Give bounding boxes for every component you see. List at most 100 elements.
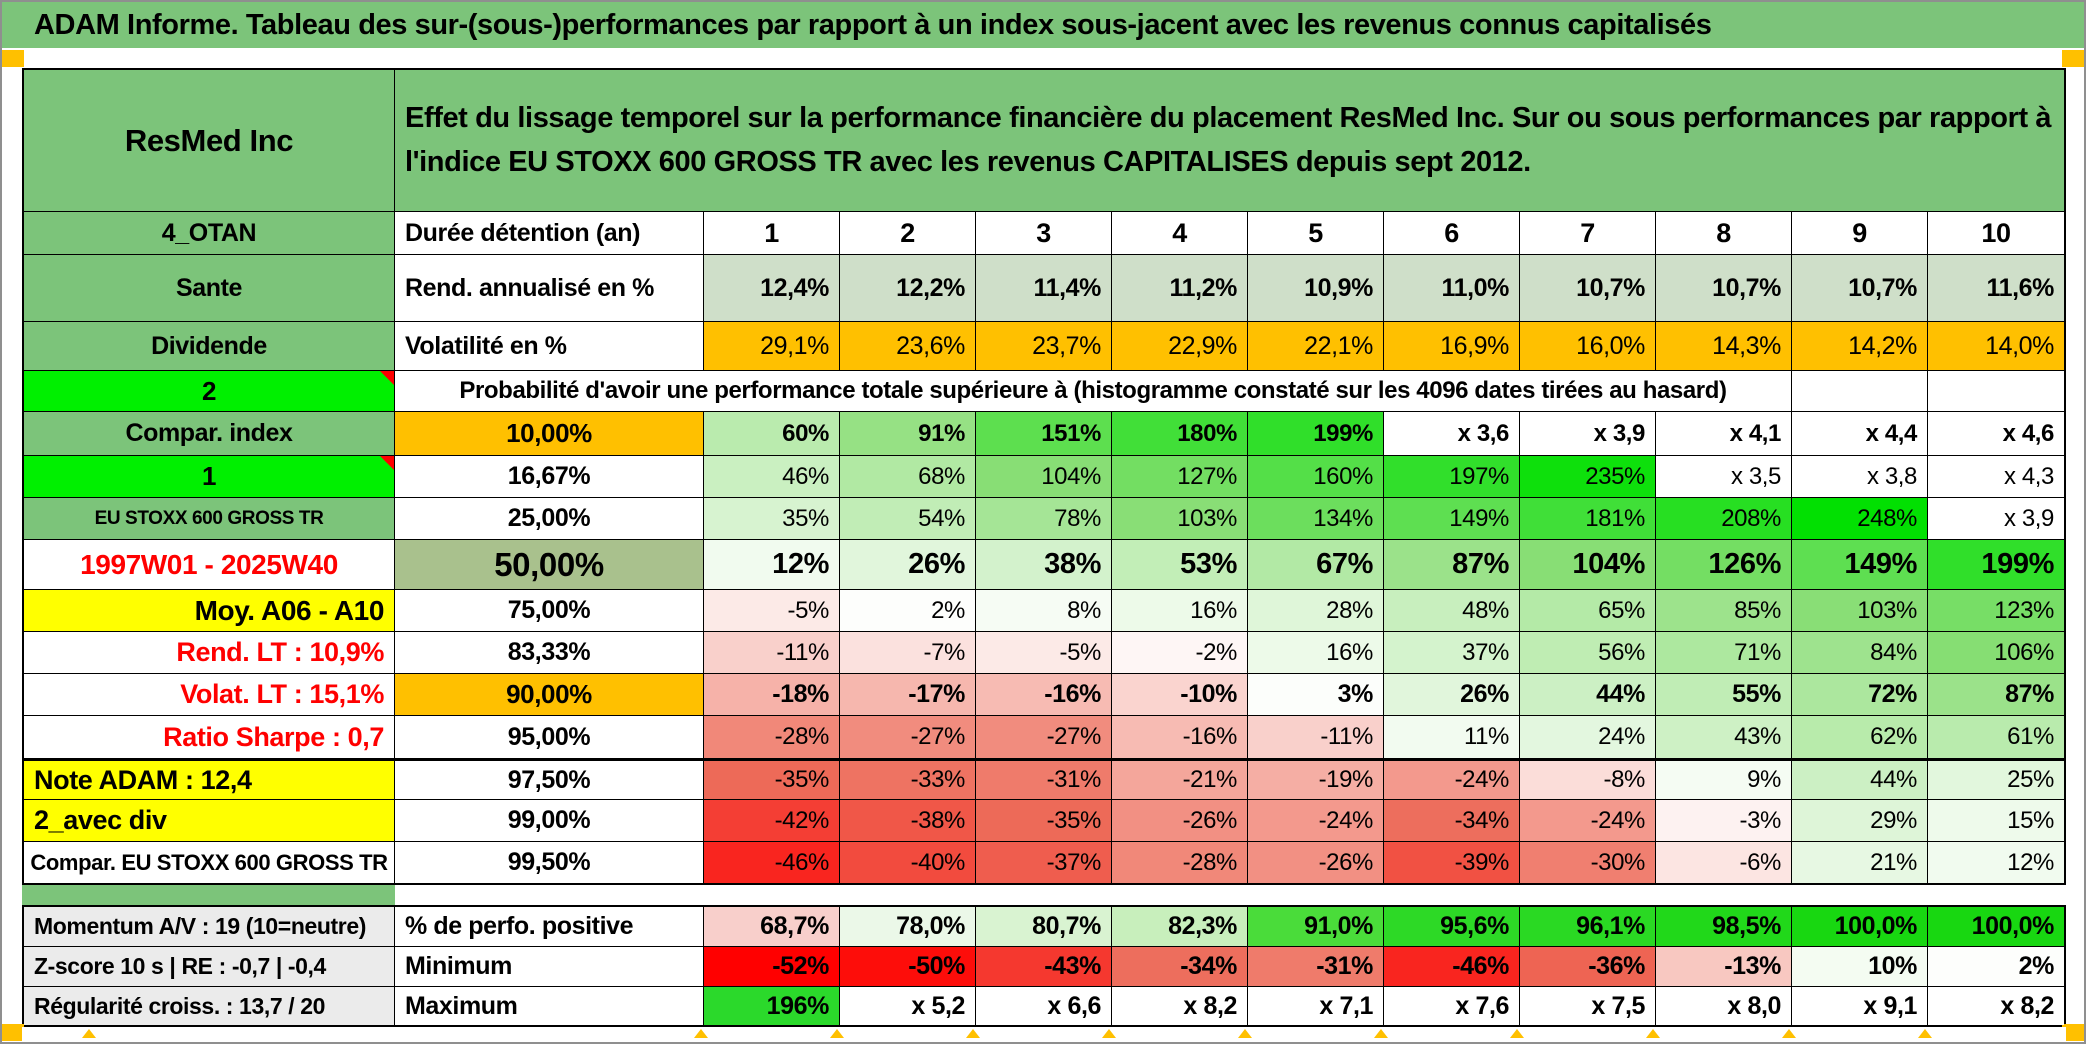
- cell[interactable]: 55%: [1656, 674, 1792, 716]
- cell[interactable]: -19%: [1248, 758, 1384, 800]
- cell[interactable]: 1997W01 - 2025W40: [24, 540, 395, 590]
- cell[interactable]: 91%: [840, 412, 976, 456]
- cell[interactable]: 8%: [976, 590, 1112, 632]
- cell[interactable]: 100,0%: [1928, 907, 2064, 947]
- cell[interactable]: x 8,0: [1656, 987, 1792, 1025]
- cell[interactable]: 14,0%: [1928, 322, 2064, 371]
- cell[interactable]: 10%: [1792, 947, 1928, 987]
- cell[interactable]: 48%: [1384, 590, 1520, 632]
- cell[interactable]: 12,4%: [704, 255, 840, 322]
- cell[interactable]: % de perfo. positive: [395, 907, 704, 947]
- cell[interactable]: -39%: [1384, 842, 1520, 883]
- cell[interactable]: -38%: [840, 800, 976, 842]
- cell[interactable]: -3%: [1656, 800, 1792, 842]
- cell[interactable]: 3: [976, 212, 1112, 255]
- cell[interactable]: Volatilité en %: [395, 322, 704, 371]
- cell[interactable]: 23,7%: [976, 322, 1112, 371]
- cell[interactable]: -21%: [1112, 758, 1248, 800]
- cell[interactable]: x 4,6: [1928, 412, 2064, 456]
- cell[interactable]: 104%: [1520, 540, 1656, 590]
- cell[interactable]: Rend. LT : 10,9%: [24, 632, 395, 674]
- cell[interactable]: -35%: [976, 800, 1112, 842]
- cell[interactable]: 44%: [1520, 674, 1656, 716]
- cell[interactable]: Compar. index: [24, 412, 395, 456]
- cell[interactable]: x 3,8: [1792, 456, 1928, 498]
- cell[interactable]: 83,33%: [395, 632, 704, 674]
- cell[interactable]: -5%: [704, 590, 840, 632]
- cell[interactable]: 16,67%: [395, 456, 704, 498]
- cell[interactable]: x 9,1: [1792, 987, 1928, 1025]
- cell[interactable]: 12,2%: [840, 255, 976, 322]
- cell[interactable]: -26%: [1248, 842, 1384, 883]
- cell[interactable]: 23,6%: [840, 322, 976, 371]
- cell[interactable]: -52%: [704, 947, 840, 987]
- cell[interactable]: 10,7%: [1792, 255, 1928, 322]
- cell[interactable]: 24%: [1520, 716, 1656, 758]
- cell[interactable]: 65%: [1520, 590, 1656, 632]
- cell[interactable]: 11,4%: [976, 255, 1112, 322]
- cell[interactable]: 80,7%: [976, 907, 1112, 947]
- cell[interactable]: 5: [1248, 212, 1384, 255]
- cell[interactable]: 11,0%: [1384, 255, 1520, 322]
- cell[interactable]: 248%: [1792, 498, 1928, 540]
- cell[interactable]: 6: [1384, 212, 1520, 255]
- cell[interactable]: 35%: [704, 498, 840, 540]
- cell[interactable]: -17%: [840, 674, 976, 716]
- cell[interactable]: x 3,9: [1928, 498, 2064, 540]
- cell[interactable]: 2%: [840, 590, 976, 632]
- cell[interactable]: -13%: [1656, 947, 1792, 987]
- cell[interactable]: 181%: [1520, 498, 1656, 540]
- cell[interactable]: 123%: [1928, 590, 2064, 632]
- cell[interactable]: Momentum A/V : 19 (10=neutre): [24, 907, 395, 947]
- cell[interactable]: 29,1%: [704, 322, 840, 371]
- cell[interactable]: 100,0%: [1792, 907, 1928, 947]
- cell[interactable]: 12%: [1928, 842, 2064, 883]
- cell[interactable]: -34%: [1112, 947, 1248, 987]
- cell[interactable]: -30%: [1520, 842, 1656, 883]
- cell[interactable]: 1: [704, 212, 840, 255]
- cell[interactable]: 87%: [1384, 540, 1520, 590]
- cell[interactable]: EU STOXX 600 GROSS TR: [24, 498, 395, 540]
- cell[interactable]: -27%: [840, 716, 976, 758]
- cell[interactable]: 25,00%: [395, 498, 704, 540]
- cell[interactable]: ResMed Inc: [24, 70, 395, 212]
- cell[interactable]: 67%: [1248, 540, 1384, 590]
- cell[interactable]: 8: [1656, 212, 1792, 255]
- cell[interactable]: 2: [24, 371, 395, 412]
- cell[interactable]: 126%: [1656, 540, 1792, 590]
- cell[interactable]: 16,0%: [1520, 322, 1656, 371]
- cell[interactable]: 197%: [1384, 456, 1520, 498]
- cell[interactable]: -31%: [1248, 947, 1384, 987]
- cell[interactable]: 21%: [1792, 842, 1928, 883]
- cell[interactable]: 2: [840, 212, 976, 255]
- cell[interactable]: [1928, 371, 2064, 412]
- cell[interactable]: 11,6%: [1928, 255, 2064, 322]
- cell[interactable]: 199%: [1928, 540, 2064, 590]
- cell[interactable]: 26%: [840, 540, 976, 590]
- cell[interactable]: x 5,2: [840, 987, 976, 1025]
- cell[interactable]: 53%: [1112, 540, 1248, 590]
- cell[interactable]: Moy. A06 - A10: [24, 590, 395, 632]
- cell[interactable]: 103%: [1112, 498, 1248, 540]
- cell[interactable]: 82,3%: [1112, 907, 1248, 947]
- cell[interactable]: 95,6%: [1384, 907, 1520, 947]
- cell[interactable]: 180%: [1112, 412, 1248, 456]
- cell[interactable]: -26%: [1112, 800, 1248, 842]
- cell[interactable]: 44%: [1792, 758, 1928, 800]
- cell[interactable]: 95,00%: [395, 716, 704, 758]
- cell[interactable]: 46%: [704, 456, 840, 498]
- cell[interactable]: 10,7%: [1520, 255, 1656, 322]
- cell[interactable]: 9: [1792, 212, 1928, 255]
- cell[interactable]: 10: [1928, 212, 2064, 255]
- cell[interactable]: -8%: [1520, 758, 1656, 800]
- cell[interactable]: Compar. EU STOXX 600 GROSS TR: [24, 842, 395, 883]
- cell[interactable]: 4_OTAN: [24, 212, 395, 255]
- cell[interactable]: 29%: [1792, 800, 1928, 842]
- sheet-title-bar[interactable]: ADAM Informe. Tableau des sur-(sous-)per…: [2, 2, 2084, 48]
- cell[interactable]: x 3,9: [1520, 412, 1656, 456]
- cell[interactable]: 71%: [1656, 632, 1792, 674]
- cell[interactable]: -46%: [1384, 947, 1520, 987]
- cell[interactable]: Minimum: [395, 947, 704, 987]
- cell[interactable]: 62%: [1792, 716, 1928, 758]
- cell[interactable]: -34%: [1384, 800, 1520, 842]
